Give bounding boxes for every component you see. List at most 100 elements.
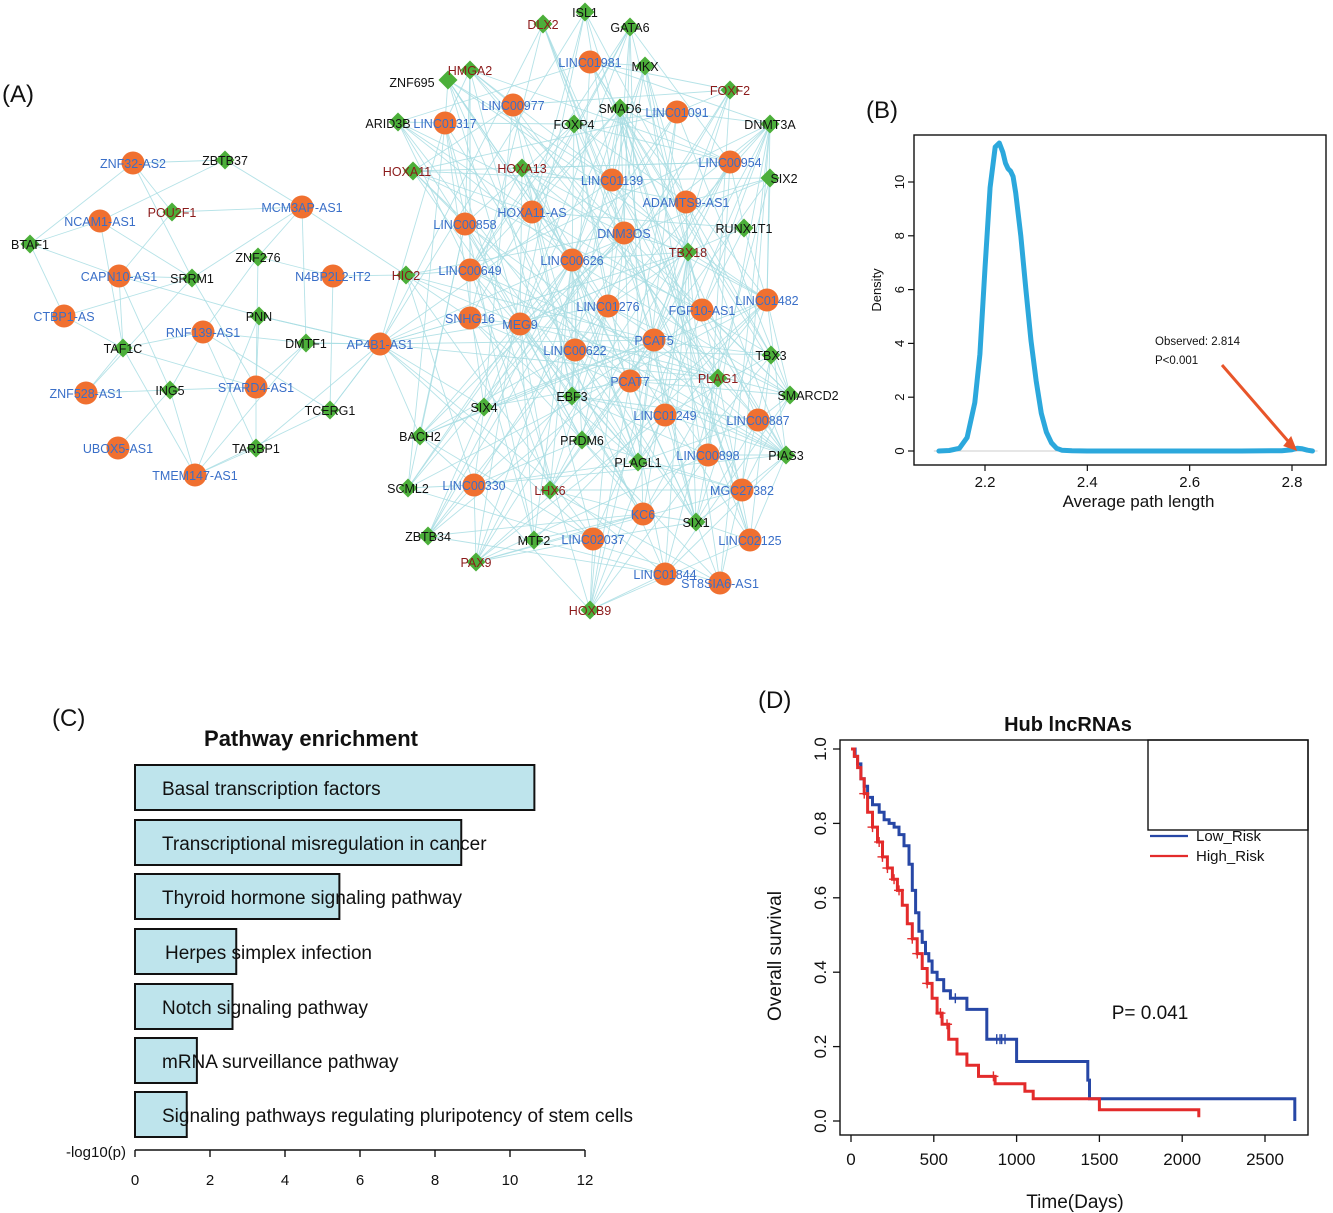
network-edge (379, 179, 613, 345)
lncrna-node-circle (88, 209, 112, 233)
node-label: MGC27382 (710, 484, 774, 498)
node-label: SCML2 (387, 482, 429, 496)
node-label: HOXB9 (569, 604, 611, 618)
network-edge (475, 211, 533, 563)
network-edge (427, 323, 521, 537)
node-label: PIAS3 (768, 449, 803, 463)
tf-node-diamond (20, 234, 40, 254)
network-edge (118, 275, 124, 349)
network-edge (29, 220, 101, 245)
network-edge (571, 251, 689, 261)
network-edge (574, 107, 621, 351)
network-edge (419, 349, 576, 437)
y-tick-label: 6 (892, 286, 907, 293)
network-edge (592, 521, 697, 540)
network-edge (469, 69, 613, 181)
y-tick-label: 1.0 (811, 737, 830, 761)
network-node: TBX18 (669, 242, 707, 262)
network-edge (542, 23, 613, 181)
network-node: HOXA11 (383, 161, 431, 181)
network-edge (329, 343, 381, 411)
network-node: DLX2 (527, 14, 559, 34)
tf-node-diamond (512, 158, 532, 178)
lncrna-node-circle (107, 264, 131, 288)
network-edge (695, 299, 768, 523)
network-node: HOXB9 (569, 600, 611, 620)
network-edge (194, 315, 260, 476)
network-node: LINC01844 (633, 562, 697, 586)
network-node: ZNF276 (235, 247, 281, 267)
tf-node-diamond (760, 114, 780, 134)
lncrna-node-circle (106, 436, 130, 460)
network-edge (611, 179, 689, 253)
network-edge (473, 454, 787, 486)
network-node: TCERG1 (305, 400, 355, 420)
network-edge (581, 439, 743, 491)
network-edge (589, 61, 731, 91)
network-node: POU2F1 (148, 202, 196, 222)
network-node: LINC00858 (433, 212, 497, 236)
network-node: LINC00330 (442, 473, 506, 497)
lncrna-node-circle (458, 258, 482, 282)
network-edge (531, 211, 745, 229)
lncrna-node-circle (501, 93, 525, 117)
network-edge (611, 107, 621, 181)
network-node: TBX3 (755, 345, 787, 365)
node-label: LINC01276 (576, 300, 639, 314)
network-edge (132, 159, 226, 164)
lncrna-node-circle (738, 528, 762, 552)
network-node: DNM3OS (597, 221, 651, 245)
network-edge (469, 317, 583, 441)
lncrna-node-circle (563, 338, 587, 362)
lncrna-node-circle (368, 332, 392, 356)
network-edge (118, 211, 173, 277)
network-edge (301, 206, 407, 276)
network-edge (685, 89, 731, 203)
network-edge (589, 454, 709, 611)
node-label: LINC00622 (543, 344, 606, 358)
node-label: LINC00626 (540, 254, 603, 268)
bar-category-label: Herpes simplex infection (165, 943, 372, 964)
tf-node-diamond (215, 150, 235, 170)
lncrna-node-circle (52, 304, 76, 328)
network-edge (687, 251, 768, 301)
network-edge (589, 61, 771, 125)
lncrna-node-circle (696, 443, 720, 467)
tf-node-diamond (562, 386, 582, 406)
node-label: PRDM6 (560, 434, 604, 448)
network-edge (629, 377, 719, 382)
node-label: ZBTB34 (405, 530, 451, 544)
network-edge (533, 259, 573, 541)
network-edge (464, 223, 639, 463)
tf-node-diamond (182, 268, 202, 288)
tf-node-diamond (296, 333, 316, 353)
network-edge (637, 339, 655, 463)
network-edge (642, 251, 689, 515)
node-label: LINC00954 (698, 156, 761, 170)
network-edge (571, 395, 666, 416)
network-edge (407, 223, 466, 489)
network-edge (169, 389, 196, 476)
network-edge (191, 277, 257, 388)
network-edge (447, 79, 613, 181)
lncrna-node-circle (121, 151, 145, 175)
network-edge (533, 299, 768, 541)
network-node: SIX4 (470, 397, 498, 417)
network-edge (301, 206, 307, 344)
node-label: LHX6 (534, 484, 565, 498)
network-edge (202, 331, 331, 411)
network-edge (619, 107, 631, 382)
network-node: SIX1 (682, 512, 710, 532)
network-edge (475, 299, 768, 563)
network-edge (589, 513, 644, 611)
lncrna-node-circle (600, 168, 624, 192)
y-tick-label: 0.2 (811, 1035, 830, 1059)
network-edge (132, 162, 193, 279)
x-tick-label: 10 (502, 1172, 519, 1189)
network-edge (407, 111, 678, 489)
x-tick-label: 500 (920, 1150, 948, 1169)
network-edge (473, 89, 731, 486)
node-label: ISL1 (572, 6, 598, 20)
network-node: DMTF1 (285, 333, 327, 353)
lncrna-node-circle (690, 298, 714, 322)
